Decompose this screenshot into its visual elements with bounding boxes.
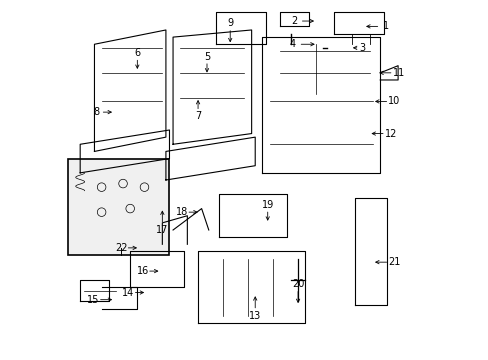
Text: 22: 22	[115, 243, 127, 253]
Text: 2: 2	[291, 16, 297, 26]
Text: 12: 12	[384, 129, 396, 139]
Text: 14: 14	[122, 288, 134, 297]
Text: 10: 10	[387, 96, 400, 107]
Text: 6: 6	[134, 48, 140, 58]
Text: 5: 5	[203, 52, 210, 62]
Text: 13: 13	[248, 311, 261, 321]
Text: 3: 3	[359, 43, 365, 53]
Text: 17: 17	[156, 225, 168, 235]
Text: 7: 7	[195, 111, 201, 121]
Text: 9: 9	[227, 18, 233, 28]
Text: 16: 16	[136, 266, 148, 276]
Text: 18: 18	[176, 207, 188, 217]
Text: 15: 15	[86, 295, 99, 305]
Text: 21: 21	[387, 257, 400, 267]
Text: 20: 20	[291, 279, 304, 289]
Bar	[67, 158, 169, 255]
Text: 4: 4	[289, 39, 295, 49]
Text: 1: 1	[382, 21, 388, 31]
Text: 11: 11	[392, 68, 404, 78]
Text: 8: 8	[93, 107, 99, 117]
Text: 19: 19	[261, 200, 273, 210]
